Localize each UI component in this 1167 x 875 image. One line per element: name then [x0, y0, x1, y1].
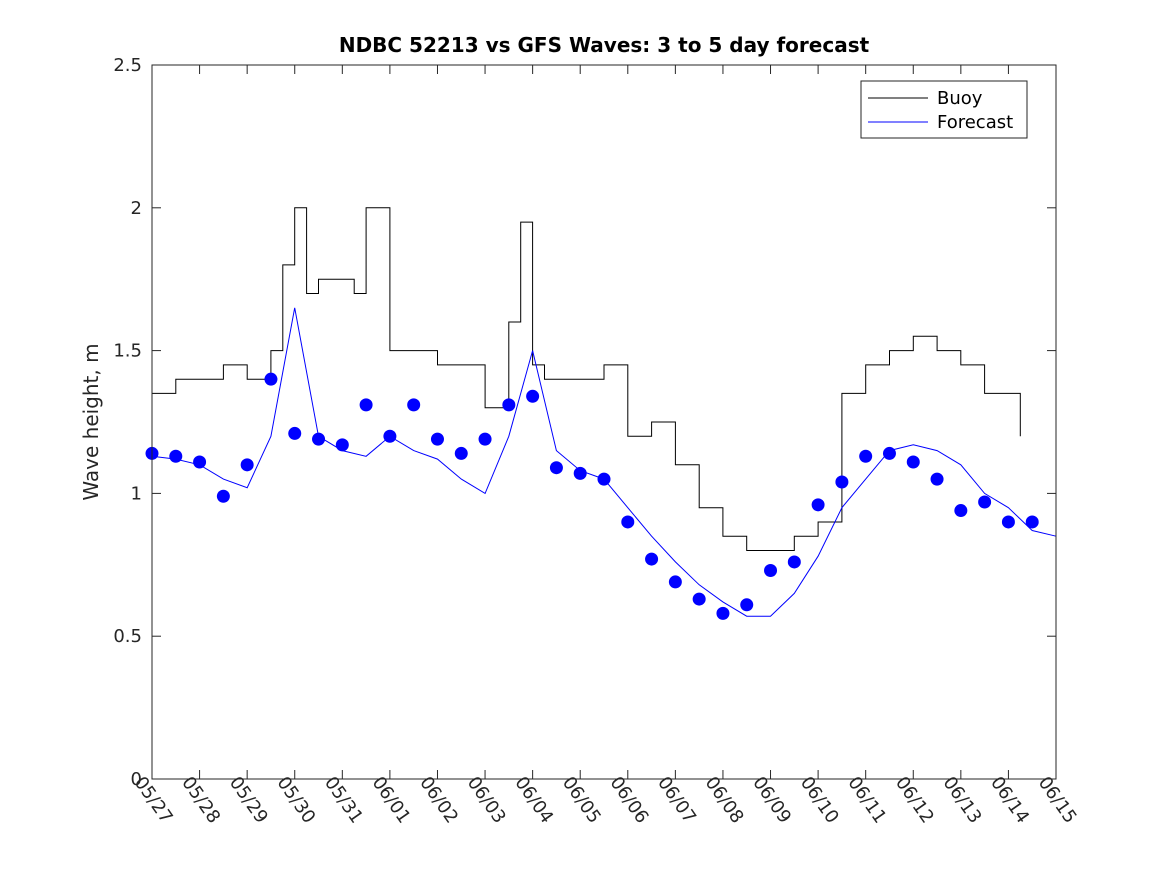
- forecast-point: [549, 461, 563, 475]
- forecast-point: [930, 472, 944, 486]
- forecast-point: [573, 466, 587, 480]
- forecast-point: [407, 398, 421, 412]
- legend-buoy-label: Buoy: [937, 88, 983, 109]
- forecast-point: [312, 432, 326, 446]
- forecast-point: [859, 449, 873, 463]
- forecast-point: [193, 455, 207, 469]
- y-axis-label: Wave height, m: [79, 343, 103, 500]
- chart-title: NDBC 52213 vs GFS Waves: 3 to 5 day fore…: [339, 33, 870, 57]
- forecast-point: [1001, 515, 1015, 529]
- forecast-point: [645, 552, 659, 566]
- y-tick-label: 2: [131, 198, 142, 219]
- forecast-point: [787, 555, 801, 569]
- y-tick-label: 1: [131, 483, 142, 504]
- forecast-point: [216, 489, 230, 503]
- forecast-point: [502, 398, 516, 412]
- forecast-point: [1025, 515, 1039, 529]
- forecast-point: [478, 432, 492, 446]
- forecast-point: [169, 449, 183, 463]
- forecast-point: [264, 372, 278, 386]
- forecast-point: [526, 389, 540, 403]
- y-tick-label: 1.5: [113, 341, 142, 362]
- legend-forecast-label: Forecast: [937, 112, 1013, 133]
- forecast-point: [335, 438, 349, 452]
- forecast-point: [668, 575, 682, 589]
- forecast-point: [978, 495, 992, 509]
- forecast-point: [454, 446, 468, 460]
- forecast-point: [906, 455, 920, 469]
- forecast-point: [692, 592, 706, 606]
- forecast-point: [288, 426, 302, 440]
- axes-frame: [151, 64, 1057, 780]
- legend-box: [860, 80, 1028, 139]
- forecast-point: [716, 606, 730, 620]
- forecast-point: [597, 472, 611, 486]
- y-tick-label: 0.5: [113, 626, 142, 647]
- forecast-point: [740, 598, 754, 612]
- forecast-point: [359, 398, 373, 412]
- forecast-point: [764, 564, 778, 578]
- forecast-point: [882, 446, 896, 460]
- series-line-buoy: [152, 207, 1021, 551]
- y-tick-label: 2.5: [113, 55, 142, 76]
- forecast-point: [621, 515, 635, 529]
- forecast-point: [954, 504, 968, 518]
- forecast-point: [835, 475, 849, 489]
- forecast-point: [240, 458, 254, 472]
- y-tick-label: 0: [131, 769, 142, 790]
- y-axis: 0 0.5 1 1.5 2 2.5: [113, 55, 1056, 790]
- forecast-point: [430, 432, 444, 446]
- legend: Buoy Forecast: [860, 80, 1028, 139]
- forecast-point: [811, 498, 825, 512]
- forecast-point: [383, 429, 397, 443]
